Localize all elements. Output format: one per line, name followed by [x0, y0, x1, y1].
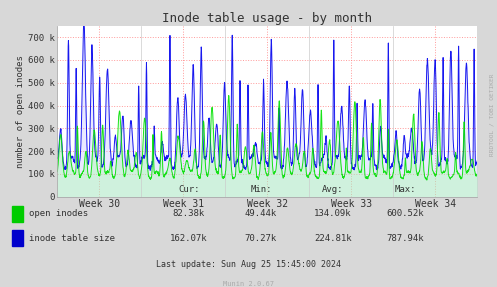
Text: Munin 2.0.67: Munin 2.0.67 [223, 281, 274, 286]
Text: Min:: Min: [250, 185, 272, 194]
Text: 49.44k: 49.44k [245, 209, 277, 218]
Title: Inode table usage - by month: Inode table usage - by month [162, 12, 372, 25]
Text: RRDTOOL / TOBI OETIKER: RRDTOOL / TOBI OETIKER [490, 73, 495, 156]
Text: 224.81k: 224.81k [314, 234, 352, 243]
Text: open inodes: open inodes [29, 209, 88, 218]
Text: 70.27k: 70.27k [245, 234, 277, 243]
Text: Last update: Sun Aug 25 15:45:00 2024: Last update: Sun Aug 25 15:45:00 2024 [156, 259, 341, 269]
Text: Cur:: Cur: [178, 185, 200, 194]
Text: 134.09k: 134.09k [314, 209, 352, 218]
Text: Avg:: Avg: [322, 185, 344, 194]
Text: inode table size: inode table size [29, 234, 115, 243]
Text: 82.38k: 82.38k [173, 209, 205, 218]
Text: Max:: Max: [394, 185, 416, 194]
Text: 787.94k: 787.94k [386, 234, 424, 243]
Y-axis label: number of open inodes: number of open inodes [16, 55, 25, 168]
Text: 162.07k: 162.07k [170, 234, 208, 243]
Text: 600.52k: 600.52k [386, 209, 424, 218]
